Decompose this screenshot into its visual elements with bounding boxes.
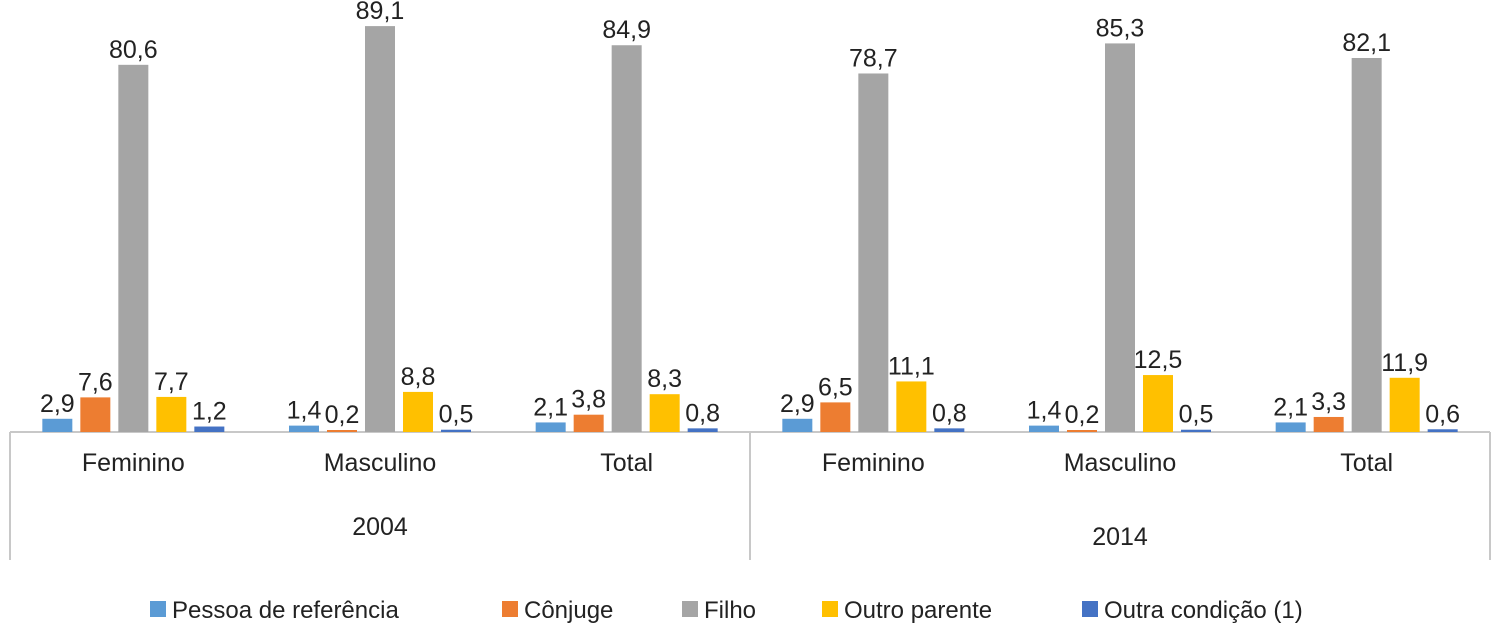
category-labels-layer: 2004 Feminino Masculino Total 2014 Feminino Ma…: [82, 449, 1393, 551]
data-label: 0,8: [685, 399, 720, 427]
data-label: 82,1: [1342, 29, 1391, 57]
bar: [156, 396, 187, 432]
group-label: 2014: [1092, 523, 1148, 551]
category-label: Total: [1340, 449, 1393, 477]
data-label: 0,8: [932, 399, 967, 427]
axis-layer: [9, 431, 1491, 560]
legend-label: Outra condição (1): [1104, 597, 1303, 624]
bar: [365, 26, 395, 432]
bar: [1181, 429, 1211, 432]
legend-label: Filho: [704, 597, 756, 624]
data-label: 0,6: [1425, 400, 1460, 428]
legend: Pessoa de referência Cônjuge Filho Outro pa…: [150, 597, 1303, 624]
bar: [1389, 377, 1420, 432]
bars-layer: [42, 26, 1458, 433]
bar: [820, 402, 851, 432]
bar: [194, 426, 225, 432]
data-label: 7,7: [154, 368, 189, 396]
group-label: 2004: [352, 513, 408, 541]
data-label: 0,5: [439, 401, 474, 429]
data-label: 1,4: [287, 397, 322, 425]
data-label: 84,9: [602, 16, 651, 44]
data-label: 12,5: [1134, 346, 1183, 374]
bar: [1313, 416, 1344, 432]
category-label: Masculino: [1064, 449, 1177, 477]
legend-label: Pessoa de referência: [172, 597, 399, 624]
data-label: 89,1: [356, 0, 405, 25]
bar: [289, 425, 319, 432]
legend-swatch: [150, 601, 166, 617]
category-label: Feminino: [822, 449, 925, 477]
data-label: 0,2: [325, 401, 360, 429]
category-label: Total: [600, 449, 653, 477]
data-label: 8,3: [647, 365, 682, 393]
category-label: Masculino: [324, 449, 437, 477]
category-label: Feminino: [82, 449, 185, 477]
bar: [573, 414, 604, 432]
data-label: 3,8: [571, 386, 606, 414]
bar: [611, 45, 642, 432]
bar: [1351, 57, 1382, 432]
data-label: 78,7: [849, 44, 898, 72]
bar: [403, 391, 433, 432]
bar: [649, 394, 680, 432]
data-label: 2,1: [533, 393, 568, 421]
bar: [80, 397, 111, 432]
bar: [535, 422, 566, 432]
data-label: 1,2: [192, 398, 227, 426]
bar: [1067, 430, 1097, 432]
data-label: 11,1: [888, 352, 935, 380]
data-labels-layer: 2,97,680,67,71,2 1,4 0,289,18,80,5 2,1 3,884…: [40, 0, 1460, 429]
data-label: 2,9: [40, 390, 75, 418]
bar: [687, 428, 718, 432]
legend-label: Cônjuge: [524, 597, 613, 624]
bar: [1143, 375, 1173, 432]
data-label: 1,4: [1027, 397, 1062, 425]
bar: [1427, 429, 1458, 432]
bar: [441, 429, 471, 432]
bar: [1105, 43, 1135, 433]
data-label: 85,3: [1096, 14, 1145, 42]
bar: [118, 64, 149, 433]
data-label: 8,8: [401, 363, 436, 391]
bar: [896, 381, 927, 432]
data-label: 0,5: [1179, 401, 1214, 429]
data-label: 7,6: [78, 368, 113, 396]
bar: [327, 430, 357, 432]
bar: [934, 428, 965, 432]
data-label: 0,2: [1065, 401, 1100, 429]
data-label: 11,9: [1381, 349, 1428, 377]
data-label: 2,9: [780, 390, 815, 418]
data-label: 2,1: [1273, 393, 1308, 421]
bar: [1275, 422, 1306, 432]
data-label: 6,5: [818, 373, 853, 401]
data-label: 3,3: [1311, 388, 1346, 416]
bar: [858, 73, 889, 432]
bar: [782, 418, 813, 432]
bar: [1029, 425, 1059, 432]
data-label: 80,6: [109, 36, 158, 64]
bar: [42, 418, 73, 432]
legend-swatch: [502, 601, 518, 617]
legend-swatch: [1082, 601, 1098, 617]
legend-label: Outro parente: [844, 597, 992, 624]
legend-swatch: [822, 601, 838, 617]
legend-swatch: [682, 601, 698, 617]
